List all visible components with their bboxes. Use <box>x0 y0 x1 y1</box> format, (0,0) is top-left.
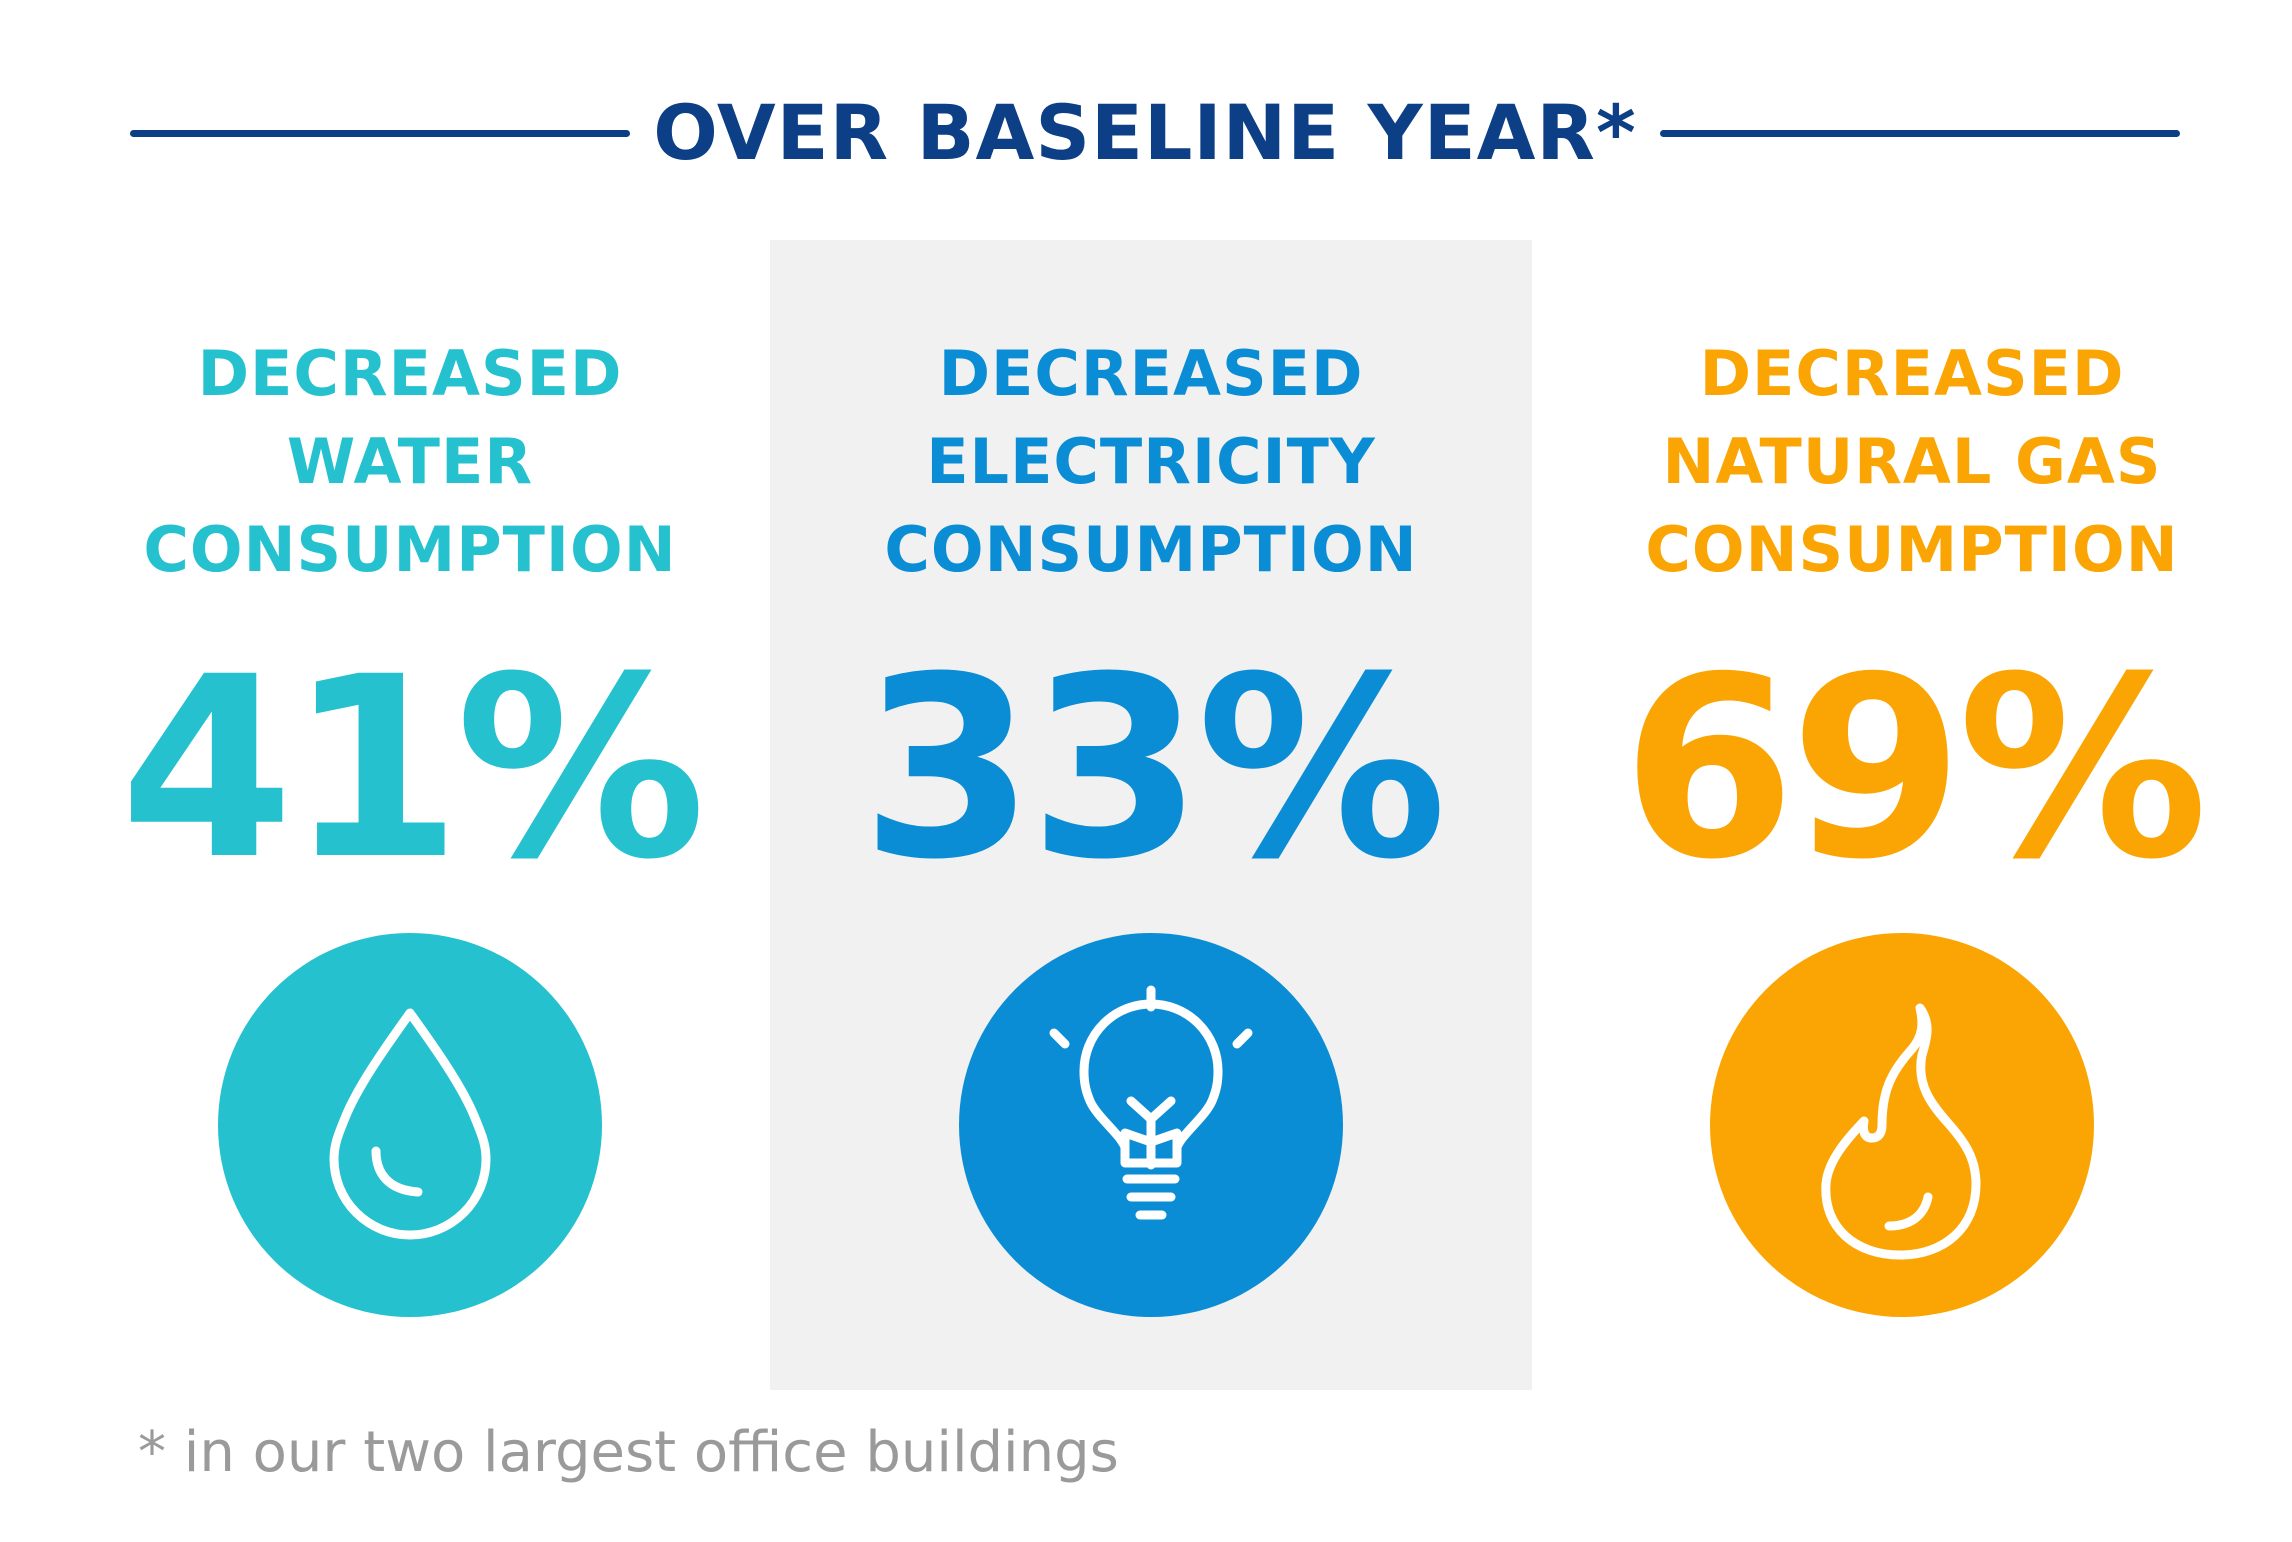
metric-natural-gas-label: DECREASED NATURAL GAS CONSUMPTION <box>1532 330 2292 594</box>
metric-water-value: 41% <box>119 623 706 914</box>
metric-water-label: DECREASED WATER CONSUMPTION <box>30 330 790 594</box>
metric-electricity-label: DECREASED ELECTRICITY CONSUMPTION <box>771 330 1531 594</box>
metric-water-label-line: DECREASED <box>197 337 623 410</box>
metric-natural-gas-label-line: CONSUMPTION <box>1645 513 2179 586</box>
metric-water-label-line: WATER <box>286 425 534 498</box>
metric-electricity-label-line: ELECTRICITY <box>926 425 1376 498</box>
metric-electricity-value: 33% <box>860 623 1447 914</box>
metric-electricity-label-line: CONSUMPTION <box>884 513 1418 586</box>
metric-natural-gas-label-line: DECREASED <box>1699 337 2125 410</box>
metric-water: DECREASED WATER CONSUMPTION 41% <box>30 330 790 894</box>
footnote: * in our two largest office buildings <box>138 1420 1119 1485</box>
water-drop-icon <box>218 933 602 1317</box>
metric-natural-gas-value: 69% <box>1621 623 2208 914</box>
header-rule-left <box>130 130 630 137</box>
metric-electricity: DECREASED ELECTRICITY CONSUMPTION 33% <box>771 330 1531 894</box>
flame-icon <box>1710 933 2094 1317</box>
header-rule-right <box>1660 130 2180 137</box>
metric-electricity-label-line: DECREASED <box>938 337 1364 410</box>
metric-natural-gas: DECREASED NATURAL GAS CONSUMPTION 69% <box>1532 330 2292 894</box>
light-bulb-icon <box>959 933 1343 1317</box>
page-title: OVER BASELINE YEAR* <box>653 88 1637 177</box>
metric-water-label-line: CONSUMPTION <box>143 513 677 586</box>
metric-natural-gas-label-line: NATURAL GAS <box>1662 425 2162 498</box>
